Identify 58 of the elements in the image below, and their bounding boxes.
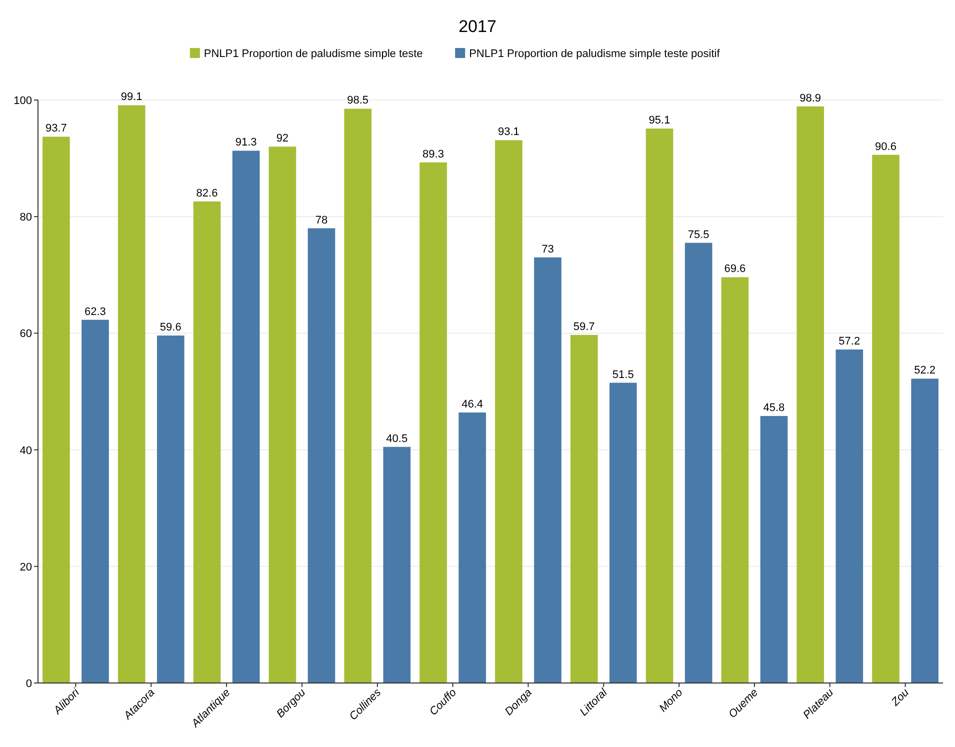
- legend-label: PNLP1 Proportion de paludisme simple teste positif: [469, 48, 721, 60]
- bar: [344, 108, 372, 683]
- data-label: 52.2: [914, 364, 936, 377]
- bar: [609, 382, 637, 683]
- bar: [383, 446, 411, 683]
- bar: [570, 334, 598, 683]
- data-label: 93.1: [498, 126, 520, 138]
- bar: [42, 136, 70, 683]
- bar: [684, 242, 712, 683]
- chart-title: 2017: [458, 17, 496, 36]
- x-tick-label: Zou: [888, 686, 912, 710]
- y-tick-label: 0: [26, 678, 32, 690]
- data-label: 40.5: [386, 432, 408, 445]
- bar: [872, 154, 900, 683]
- y-tick-label: 80: [20, 212, 32, 224]
- bar: [268, 146, 296, 683]
- data-label: 99.1: [120, 91, 142, 104]
- y-tick-label: 60: [20, 328, 32, 340]
- data-label: 90.6: [875, 140, 896, 153]
- bar: [308, 228, 336, 683]
- y-tick-label: 20: [20, 561, 32, 574]
- data-label: 98.9: [800, 92, 822, 104]
- data-label: 73: [542, 243, 554, 256]
- bar: [721, 277, 749, 683]
- bar: [836, 350, 864, 683]
- bar: [911, 378, 938, 683]
- data-label: 57.2: [838, 336, 860, 348]
- data-label: 98.5: [347, 94, 369, 107]
- data-label: 69.6: [724, 263, 746, 276]
- y-tick-label: 100: [14, 95, 32, 107]
- data-label: 93.7: [45, 122, 67, 135]
- data-label: 51.5: [612, 368, 634, 381]
- bar: [420, 162, 447, 683]
- bar: [193, 201, 221, 683]
- y-tick-label: 40: [20, 444, 32, 457]
- data-label: 59.6: [160, 322, 182, 334]
- data-label: 95.1: [648, 114, 670, 127]
- bar: [796, 106, 824, 683]
- bar: [232, 150, 260, 683]
- data-label: 82.6: [196, 187, 218, 200]
- data-label: 46.4: [462, 398, 484, 410]
- data-label: 59.7: [573, 320, 595, 333]
- bar: [156, 336, 184, 683]
- data-label: 92: [276, 132, 289, 145]
- data-label: 75.5: [688, 228, 710, 241]
- bar: [495, 140, 522, 683]
- legend-label: PNLP1 Proportion de paludisme simple teste: [204, 48, 423, 60]
- data-label: 78: [315, 214, 328, 226]
- bar: [82, 320, 109, 683]
- data-label: 89.3: [422, 148, 444, 160]
- data-label: 62.3: [84, 306, 106, 318]
- bar: [760, 416, 788, 683]
- bar: [646, 128, 674, 683]
- data-label: 91.3: [235, 136, 257, 149]
- bar: [118, 105, 146, 683]
- data-label: 45.8: [763, 402, 785, 414]
- bar: [534, 257, 562, 683]
- bar: [458, 412, 486, 683]
